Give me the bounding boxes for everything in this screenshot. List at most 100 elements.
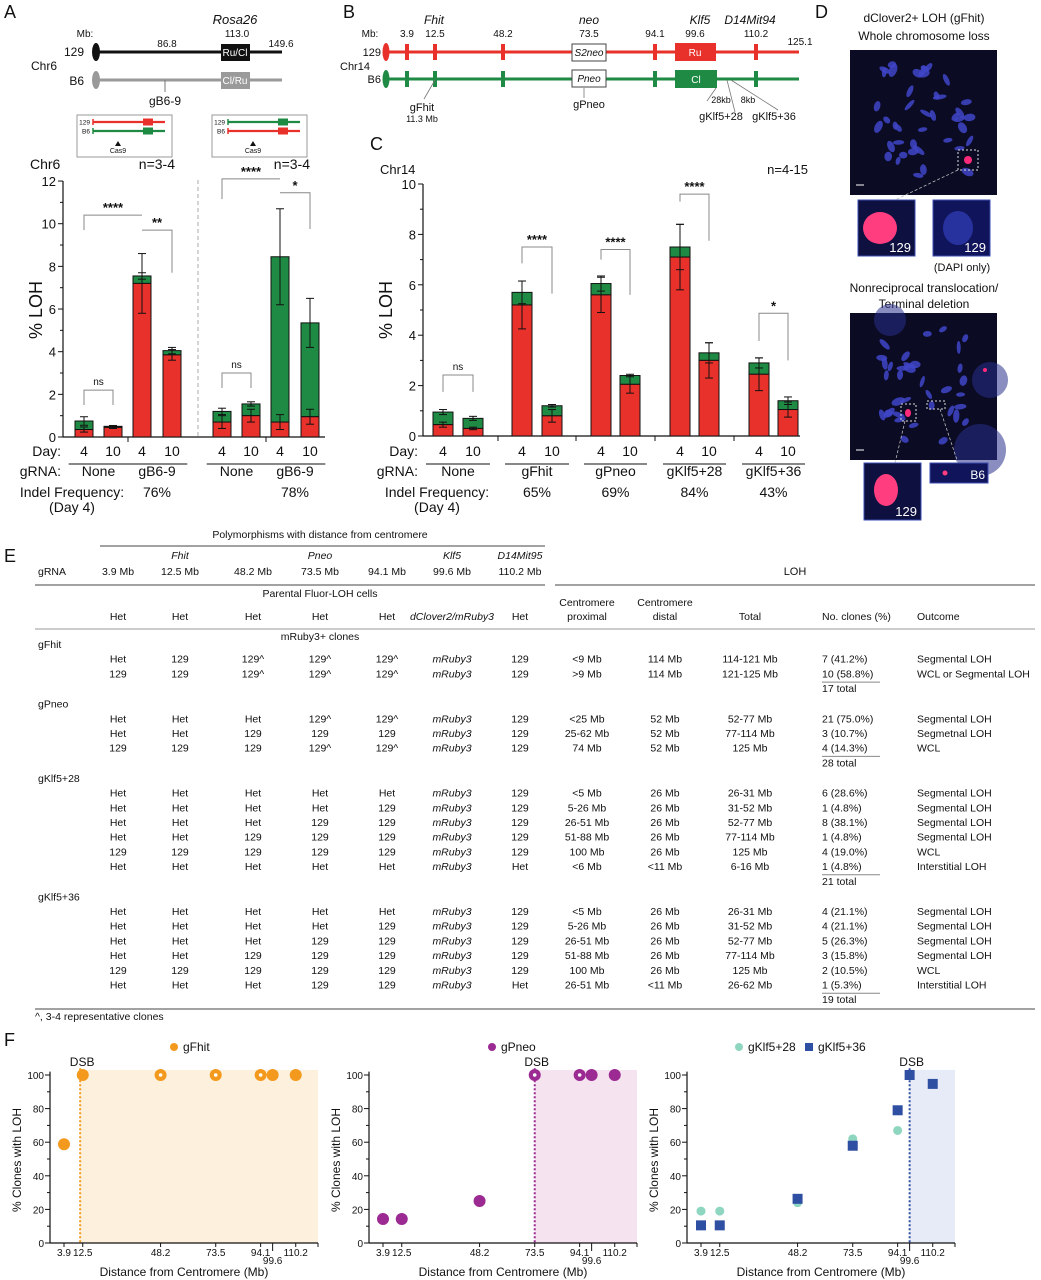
table-cell: 129^	[376, 743, 399, 755]
table-cell: 77-114 Mb	[725, 728, 775, 740]
table-cell: 129	[511, 668, 529, 680]
bar	[74, 416, 94, 438]
rosa26-box-b6	[221, 72, 250, 89]
table-cell: Het	[110, 861, 126, 873]
table-cell: 26 Mb	[650, 906, 679, 918]
table-cell: 114-121 Mb	[722, 654, 777, 666]
day-label: 4	[218, 443, 226, 459]
legend-item: gKlf5+28	[735, 1040, 796, 1054]
clones-label: mRuby3+ clones	[281, 631, 360, 643]
table-cell: 52-77 Mb	[728, 817, 773, 829]
chromosome	[928, 401, 935, 410]
cas9-label: Cas9	[110, 148, 126, 155]
table-cell: Het	[110, 802, 126, 814]
x-tick-label: 12.5	[73, 1248, 93, 1259]
loh-column-header: proximal	[567, 611, 607, 623]
loh-column-header: No. clones (%)	[822, 611, 891, 623]
y-tick-label: 20	[33, 1205, 45, 1216]
representative-clone-marker	[577, 1073, 582, 1077]
grna-pointer	[730, 79, 779, 111]
table-cell: Het	[172, 788, 188, 800]
table-cell: 3 (10.7%)	[822, 728, 868, 740]
nucleus	[972, 362, 1008, 398]
x-tick-label: 99.6	[900, 1256, 920, 1267]
table-cell: Het	[312, 921, 328, 933]
legend-item: gKlf5+36	[805, 1040, 866, 1054]
y-tick-label: 0	[38, 1239, 44, 1250]
table-cell: 31-52 Mb	[728, 802, 773, 814]
table-cell: 26-51 Mb	[565, 817, 610, 829]
loh-column-header: Centromere	[637, 597, 693, 609]
table-cell: <11 Mb	[648, 980, 683, 992]
day-row-label: Day:	[32, 443, 61, 459]
table-cell: 1 (4.8%)	[822, 832, 862, 844]
data-point	[892, 1105, 903, 1116]
n-label: n=3-4	[139, 156, 175, 172]
y-tick-label: 2	[409, 379, 416, 394]
inset-reporter-box	[278, 118, 288, 126]
position-column-header: 99.6 Mb	[433, 566, 471, 578]
square-marker	[847, 1140, 858, 1151]
table-row: Het Het Het Het Het mRuby3 129 <5 Mb 26 Mb 26-31 …	[110, 906, 992, 918]
circle-marker	[608, 1069, 621, 1081]
error-bar	[518, 280, 526, 305]
grna-row-label: gRNA:	[377, 463, 418, 479]
allele-inset-1: 129 B6 Cas9	[76, 114, 173, 158]
data-point	[585, 1069, 598, 1081]
table-cell: Segmental LOH	[917, 935, 992, 947]
group-total: 17 total	[822, 683, 856, 695]
grna-label-gklf5-36: gKlf5+36	[752, 111, 796, 123]
table-cell: 129	[378, 921, 396, 933]
table-cell: 52-77 Mb	[728, 713, 773, 725]
table-row: 129 129 129 129 129 mRuby3 129 100 Mb 26 Mb 125 M…	[109, 965, 940, 977]
chromosome	[887, 61, 897, 68]
table-cell: >9 Mb	[572, 668, 602, 680]
table-cell: 129^	[309, 668, 332, 680]
chromosome	[947, 405, 955, 417]
x-tick-label: 94.1	[251, 1248, 271, 1259]
klf5-box-129	[675, 43, 716, 61]
day-label: 4	[276, 443, 284, 459]
neo-box-129	[571, 43, 607, 62]
grna-group-label: gPneo	[595, 463, 636, 479]
table-cell: 129	[171, 654, 189, 666]
panel-label-e: E	[4, 546, 16, 566]
legend-circle-marker	[488, 1043, 496, 1051]
x-tick-label: 73.5	[525, 1248, 545, 1259]
significance-bracket: ns	[83, 377, 114, 406]
table-cell: 129	[511, 832, 529, 844]
error-bar	[755, 357, 763, 369]
chromosome	[876, 354, 888, 361]
chromosome	[966, 135, 974, 147]
table-cell: 129	[109, 668, 127, 680]
table-cell: 4 (21.1%)	[822, 921, 868, 933]
legend-label: gKlf5+36	[818, 1040, 866, 1054]
grna-group-label: None	[82, 463, 116, 479]
chromosome	[900, 435, 909, 443]
distance-label: 8kb	[741, 95, 756, 105]
table-cell: 129^	[376, 713, 399, 725]
y-tick-label: 6	[409, 278, 416, 293]
table-cell: 51-88 Mb	[565, 950, 610, 962]
table-cell: <5 Mb	[572, 788, 602, 800]
chromosome	[963, 113, 976, 122]
error-bar	[469, 415, 477, 421]
circle-marker	[58, 1138, 71, 1151]
inset-label: 129	[895, 504, 917, 519]
table-cell: Het	[245, 906, 261, 918]
position-label: 86.8	[157, 39, 177, 50]
table-cell: 5-26 Mb	[568, 802, 607, 814]
parental-genotype: dClover2/mRuby3	[410, 611, 494, 623]
table-row: Het Het 129 129 129 mRuby3 129 51-88 Mb 26 Mb 77-…	[110, 832, 992, 844]
chromosome	[907, 147, 919, 156]
position-label: 3.9	[400, 29, 414, 40]
circle-marker	[585, 1069, 598, 1081]
table-cell: Het	[172, 832, 188, 844]
table-cell: Segmental LOH	[917, 950, 992, 962]
table-cell: Het	[245, 935, 261, 947]
table-super-header: Polymorphisms with distance from centrom…	[212, 529, 427, 541]
y-tick-label: 60	[670, 1138, 682, 1149]
table-cell: WCL	[917, 743, 940, 755]
table-cell: 77-114 Mb	[725, 950, 775, 962]
